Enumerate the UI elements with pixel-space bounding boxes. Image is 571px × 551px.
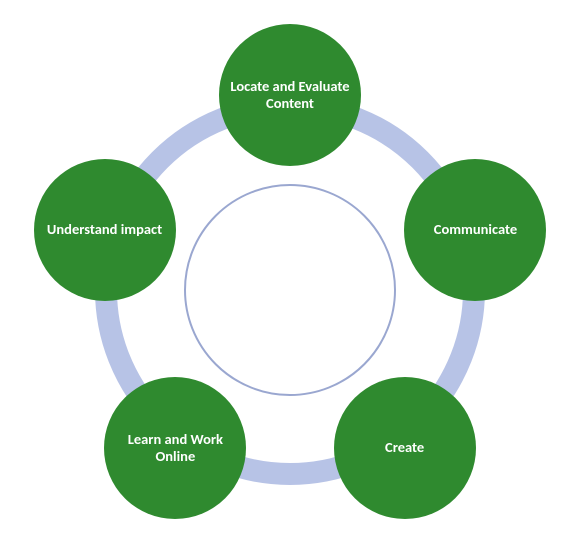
- node-label: Communicate: [434, 221, 517, 238]
- cycle-diagram: Locate and Evaluate Content Communicate Cr…: [0, 0, 571, 551]
- node-label: Locate and Evaluate Content: [227, 78, 353, 111]
- node-communicate: Communicate: [404, 159, 546, 301]
- node-label: Understand impact: [47, 221, 162, 238]
- node-label: Create: [385, 439, 424, 456]
- node-label: Learn and Work Online: [112, 431, 238, 464]
- inner-circle: [184, 184, 396, 396]
- node-learn-work: Learn and Work Online: [104, 377, 246, 519]
- node-understand: Understand impact: [34, 159, 176, 301]
- node-locate-evaluate: Locate and Evaluate Content: [219, 24, 361, 166]
- node-create: Create: [334, 377, 476, 519]
